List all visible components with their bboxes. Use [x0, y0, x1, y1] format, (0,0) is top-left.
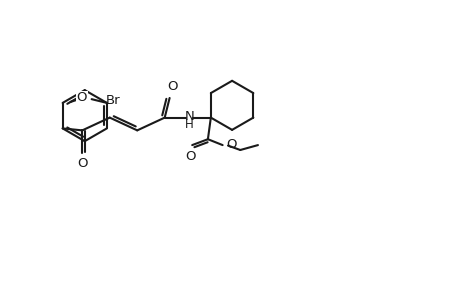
Text: O: O	[167, 80, 178, 93]
Text: Br: Br	[105, 94, 120, 107]
Text: O: O	[185, 150, 195, 163]
Text: O: O	[77, 92, 87, 104]
Text: N: N	[184, 110, 194, 123]
Text: H: H	[185, 118, 193, 131]
Text: O: O	[77, 158, 87, 170]
Text: O: O	[225, 138, 236, 151]
